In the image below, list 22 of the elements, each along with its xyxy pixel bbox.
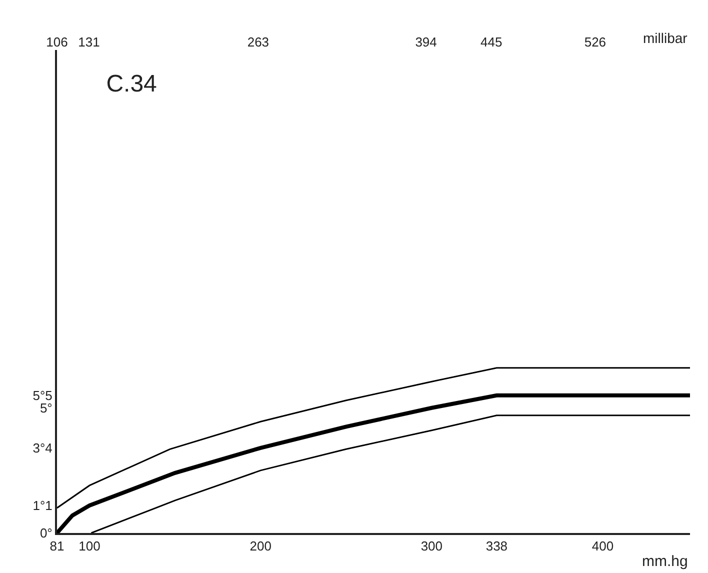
x2-tick-label: 445 [480, 34, 502, 50]
line-series [57, 367, 690, 509]
line-series [90, 414, 690, 533]
y-tick-label: 3°4 [32, 440, 52, 456]
x2-axis-title: millibar [643, 30, 688, 46]
y-tick-label: 0° [40, 526, 52, 541]
x2-tick-label: 263 [247, 34, 270, 50]
x-tick-label: 300 [420, 538, 443, 554]
y-tick-label: 5° [40, 400, 52, 416]
x-tick-label: 81 [50, 538, 64, 554]
y-tick-label: 1°1 [32, 498, 52, 514]
x-tick-label: 400 [592, 538, 614, 554]
x2-tick-label: 526 [584, 34, 606, 50]
x-tick-label: 338 [486, 538, 508, 554]
text: C.34 [106, 70, 157, 98]
x-tick-label: 200 [250, 538, 272, 554]
y-tick-label: 5°5 [32, 388, 52, 403]
x2-tick-label: 131 [78, 34, 100, 50]
x-axis-title: mm.hg [642, 553, 688, 570]
x-tick-label: 100 [78, 538, 100, 554]
x2-tick-label: 106 [46, 34, 68, 50]
x2-tick-label: 394 [415, 34, 437, 50]
